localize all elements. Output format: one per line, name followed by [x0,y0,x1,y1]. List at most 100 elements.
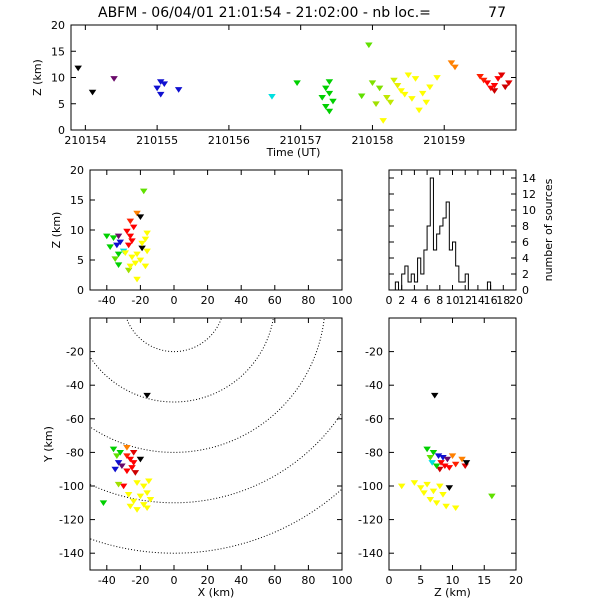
source-point [368,80,377,86]
source-point [375,85,384,92]
source-point [143,490,151,496]
source-point [133,210,141,217]
source-point [116,239,124,246]
source-point [99,500,108,507]
title-prefix: ABFM [98,5,137,21]
y-tick-label: 0 [77,284,84,297]
y-tick-label: 6 [522,236,529,249]
source-point [114,233,123,240]
source-point [123,468,131,475]
y-tick-label: -120 [358,514,383,527]
source-point [138,245,146,252]
source-point [138,240,146,247]
source-point [497,72,506,79]
source-point [325,108,334,115]
source-point [501,84,509,91]
x-tick-label: 20 [201,574,215,587]
y-tick-label: 5 [58,98,65,111]
source-point [136,214,145,221]
y-tick-label: 20 [51,19,65,32]
panel-z-y-frame [388,317,517,571]
source-point [121,250,130,257]
source-point [379,118,387,124]
source-point [109,235,118,242]
histogram-bin [408,282,411,290]
source-point [143,230,151,237]
source-point [432,500,441,507]
x-tick-label: -40 [98,574,116,587]
x-tick-label: 60 [268,574,282,587]
source-point [109,446,118,453]
source-point [401,91,409,98]
source-point [415,107,423,114]
y-tick-label: 4 [522,252,529,265]
y-tick-label: -140 [358,547,383,560]
x-tick-label: 40 [234,574,248,587]
source-point [372,101,380,107]
source-point [124,267,133,274]
x-tick-label: 20 [509,294,523,307]
source-point [451,64,459,71]
source-point [141,263,150,270]
y-tick-label: -20 [365,346,383,359]
x-tick-label: 100 [332,574,353,587]
histogram-bin [459,282,462,290]
source-point [420,490,428,496]
source-point [131,470,140,476]
source-point [116,450,124,456]
svg-text:ABFM - 06/04/01: ABFM - 06/04/01 21:01:54 - 21:02:00 - nb… [98,5,431,21]
source-point [483,80,492,86]
source-point [448,453,457,459]
source-point [386,99,395,106]
source-point [110,76,118,82]
y-tick-label: 12 [522,188,536,201]
x-tick-label: 6 [424,294,431,307]
time_z-xlabel: Time (UT) [266,146,321,159]
source-point [462,460,471,466]
source-point [393,82,402,89]
source-point [74,65,82,72]
source-point [390,77,398,84]
source-point [436,466,444,473]
source-point [143,505,151,512]
y-tick-label: -100 [358,480,383,493]
z_hist-ylabel: number of sources [542,178,555,281]
x-tick-label: 4 [411,294,418,307]
source-point [325,79,334,85]
source-point [408,96,416,102]
source-point [136,456,145,463]
source-point [128,254,136,261]
source-point [426,497,435,503]
x-tick-label: -40 [98,294,116,307]
x_y-points [99,392,155,513]
source-point [422,99,431,106]
time_z-axes: 210154 210155 210156 210157 210158 210159 0 5 10… [31,19,516,159]
y-tick-label: -60 [66,413,84,426]
source-point [113,242,121,249]
y-tick-label: 15 [70,194,84,207]
y-tick-label: -140 [59,547,84,560]
panel-time-z-frame [70,24,517,131]
source-point [417,485,425,491]
source-point [293,80,301,86]
source-point [447,60,456,67]
source-point [124,242,133,249]
y-tick-label: 0 [522,284,529,297]
x-tick-label: 10 [446,294,460,307]
source-point [174,87,183,93]
source-point [318,95,326,101]
x-tick-label: -20 [131,294,149,307]
source-point [505,80,513,86]
source-point [432,463,441,470]
source-point [268,94,276,100]
x-tick-label: 210156 [208,134,250,147]
source-point [88,89,97,96]
source-point [129,450,138,456]
source-point [128,465,136,471]
source-point [433,75,441,81]
source-point [365,42,373,49]
source-point [145,478,153,485]
source-point [426,455,435,461]
range-ring [90,318,325,453]
source-point [103,233,111,240]
